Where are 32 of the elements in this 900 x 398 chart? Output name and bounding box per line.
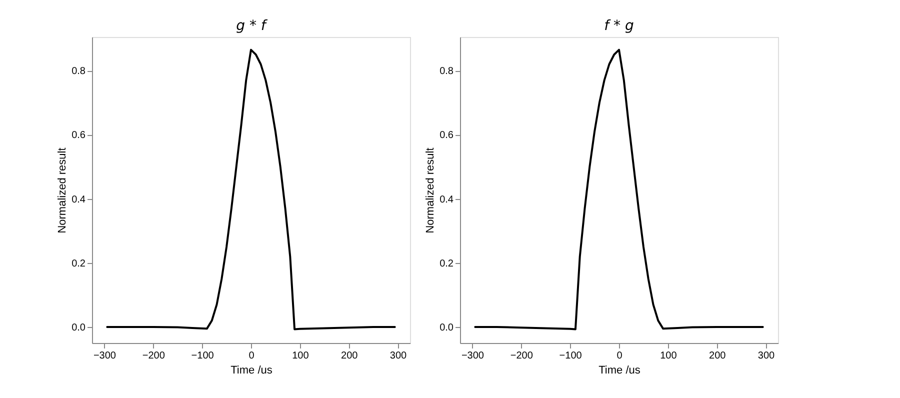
x-tick-label: 100 [292,350,310,362]
y-tick-label: 0.0 [72,322,86,334]
x-tick-label: −300 [93,350,116,362]
y-axis-title: Normalized result [56,148,69,234]
y-tick-label: 0.8 [440,66,454,78]
x-axis-title: Time /us [598,364,641,376]
x-tick-label: −200 [510,350,534,362]
x-tick-label: −100 [191,350,214,362]
x-tick-label: −100 [559,350,582,362]
x-tick-label: 0 [616,350,623,362]
y-tick-label: 0.6 [440,130,454,142]
y-tick-label: 0.8 [72,66,86,78]
x-tick-label: 200 [341,350,358,362]
x-tick-label: 100 [660,350,678,362]
chart-title: f * g [604,18,634,34]
y-tick-label: 0.6 [72,130,86,142]
y-tick-label: 0.0 [440,322,454,334]
x-tick-label: −200 [142,350,166,362]
chart-title: g * f [236,18,268,34]
line-series [474,48,764,330]
line-series [106,48,396,330]
x-tick-label: −300 [461,350,484,362]
y-tick-label: 0.4 [72,194,86,206]
y-tick-label: 0.2 [72,258,86,270]
x-tick-label: 0 [248,350,255,362]
x-tick-label: 200 [709,350,726,362]
x-axis-title: Time /us [230,364,273,376]
y-tick-label: 0.4 [440,194,454,206]
x-tick-label: 300 [390,350,408,362]
y-axis-title: Normalized result [424,148,437,234]
x-tick-label: 300 [758,350,776,362]
y-tick-label: 0.2 [440,258,454,270]
